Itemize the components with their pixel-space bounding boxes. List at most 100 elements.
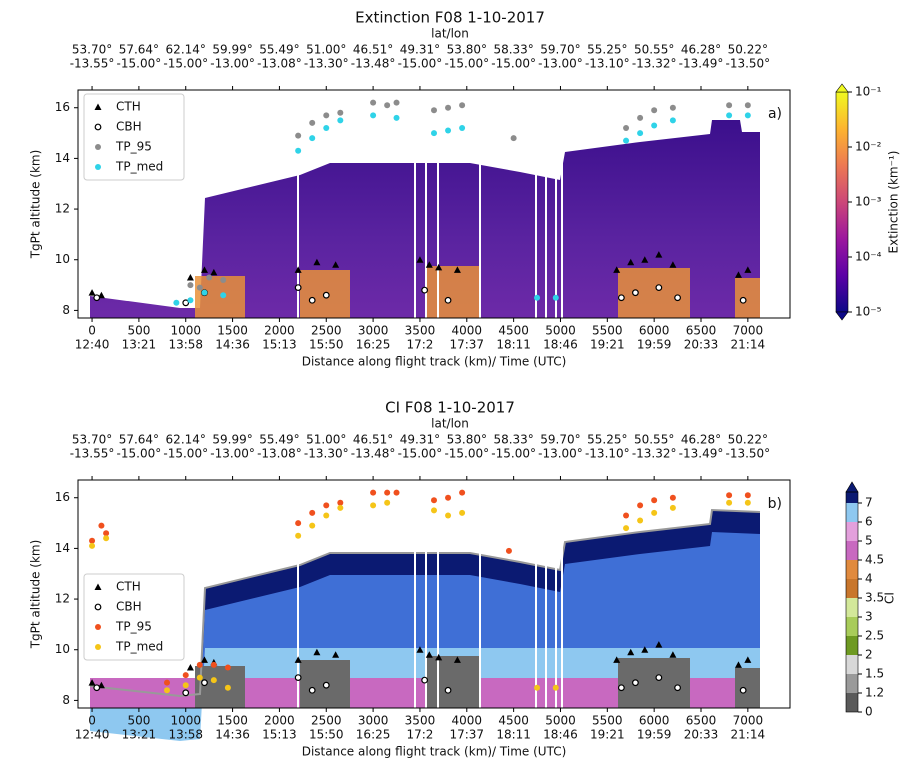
cloud-region	[425, 656, 480, 708]
data-point	[182, 672, 189, 679]
data-point	[534, 684, 541, 691]
data-point	[220, 277, 227, 283]
lat-label: 49.31°	[400, 433, 440, 447]
lon-label: -15.00°	[163, 57, 208, 71]
data-point	[459, 125, 466, 131]
data-point	[210, 268, 218, 276]
x-tick-label: 7000	[733, 324, 764, 338]
data-point	[637, 517, 644, 524]
colorbar-tick-label: 10⁻³	[855, 195, 882, 209]
data-point	[182, 682, 189, 689]
lat-label: 57.64°	[119, 433, 159, 447]
data-point	[453, 266, 461, 273]
colorbar-tick-label: 10⁻¹	[855, 85, 882, 99]
data-point	[103, 530, 110, 537]
data-point	[294, 284, 302, 292]
data-point	[726, 499, 733, 506]
plot-frame	[77, 479, 791, 709]
data-point	[669, 651, 677, 658]
data-point	[445, 494, 452, 501]
y-tick-label: 8	[62, 693, 70, 707]
data-point	[93, 684, 101, 692]
x-tick-label: 6000	[639, 324, 670, 338]
time-label: 16:25	[356, 338, 391, 352]
colorbar-tick-label: 3	[865, 610, 873, 624]
data-point	[669, 494, 676, 501]
colorbar-bin	[846, 617, 858, 636]
chart-title: CI F08 1-10-2017	[385, 399, 515, 417]
lon-label: -13.55°	[70, 57, 115, 71]
data-point	[623, 137, 630, 144]
lon-label: -13.10°	[585, 57, 630, 71]
colorbar-under	[835, 311, 849, 321]
data-point	[623, 512, 630, 519]
lat-label: 49.31°	[400, 43, 440, 57]
data-point	[200, 266, 208, 273]
cloud-region	[195, 276, 245, 318]
plot-area	[89, 508, 761, 741]
data-point	[627, 258, 635, 266]
x-tick-label: 0	[88, 714, 96, 728]
lat-label: 53.80°	[447, 43, 487, 57]
data-point	[89, 542, 96, 549]
y-tick-label: 14	[55, 541, 70, 555]
data-point	[627, 648, 635, 656]
data-point	[655, 641, 663, 648]
data-point	[655, 251, 663, 258]
data-point	[224, 664, 231, 671]
data-point	[393, 114, 400, 121]
x-tick-label: 1500	[217, 714, 248, 728]
time-label: 15:13	[262, 338, 297, 352]
x-tick-label: 3000	[358, 714, 389, 728]
data-point	[201, 679, 208, 687]
chart-title: Extinction F08 1-10-2017	[355, 9, 545, 27]
data-point	[93, 294, 101, 302]
lon-label: -13.48°	[351, 57, 396, 71]
x-tick-label: 2500	[311, 714, 342, 728]
lat-label: 53.70°	[72, 433, 112, 447]
colorbar-bin	[846, 560, 858, 579]
x-tick-label: 6500	[686, 714, 717, 728]
data-point	[337, 504, 344, 511]
time-label: 17:2	[406, 728, 433, 742]
lat-label: 50.22°	[728, 433, 768, 447]
data-point	[88, 679, 96, 686]
data-point	[435, 263, 443, 271]
data-point	[726, 102, 733, 109]
colorbar-bin	[846, 492, 858, 503]
lat-label: 55.25°	[587, 43, 627, 57]
data-point	[669, 261, 677, 268]
data-point	[322, 681, 330, 689]
data-point	[674, 294, 681, 302]
colorbar-tick-label: 4.5	[865, 553, 884, 567]
data-point	[182, 689, 190, 697]
data-point	[445, 512, 452, 519]
lon-label: -13.08°	[257, 447, 302, 461]
legend-label: CBH	[116, 600, 142, 614]
time-label: 13:21	[122, 728, 157, 742]
lon-label: -15.00°	[398, 57, 443, 71]
data-point	[295, 520, 302, 527]
data-point	[309, 509, 316, 516]
lat-label: 58.33°	[493, 43, 533, 57]
plot-frame	[77, 89, 791, 319]
lat-label: 53.70°	[72, 43, 112, 57]
time-label: 18:46	[543, 338, 578, 352]
lat-label: 62.14°	[166, 433, 206, 447]
lat-label: 51.00°	[306, 43, 346, 57]
data-point	[210, 661, 217, 668]
y-tick-label: 12	[55, 592, 70, 606]
y-tick-label: 10	[55, 642, 70, 656]
lat-label: 50.55°	[634, 43, 674, 57]
time-label: 21:14	[731, 338, 766, 352]
data-point	[632, 679, 639, 687]
lat-label: 53.80°	[447, 433, 487, 447]
x-tick-label: 2000	[264, 714, 295, 728]
legend-marker	[94, 123, 102, 131]
data-point	[655, 674, 663, 681]
legend-marker	[95, 144, 101, 150]
y-axis-label: TgPt altitude (km)	[29, 150, 43, 260]
colorbar-bin	[846, 522, 858, 541]
data-point	[637, 502, 644, 509]
colorbar-label: Extinction (km⁻¹)	[887, 151, 901, 254]
